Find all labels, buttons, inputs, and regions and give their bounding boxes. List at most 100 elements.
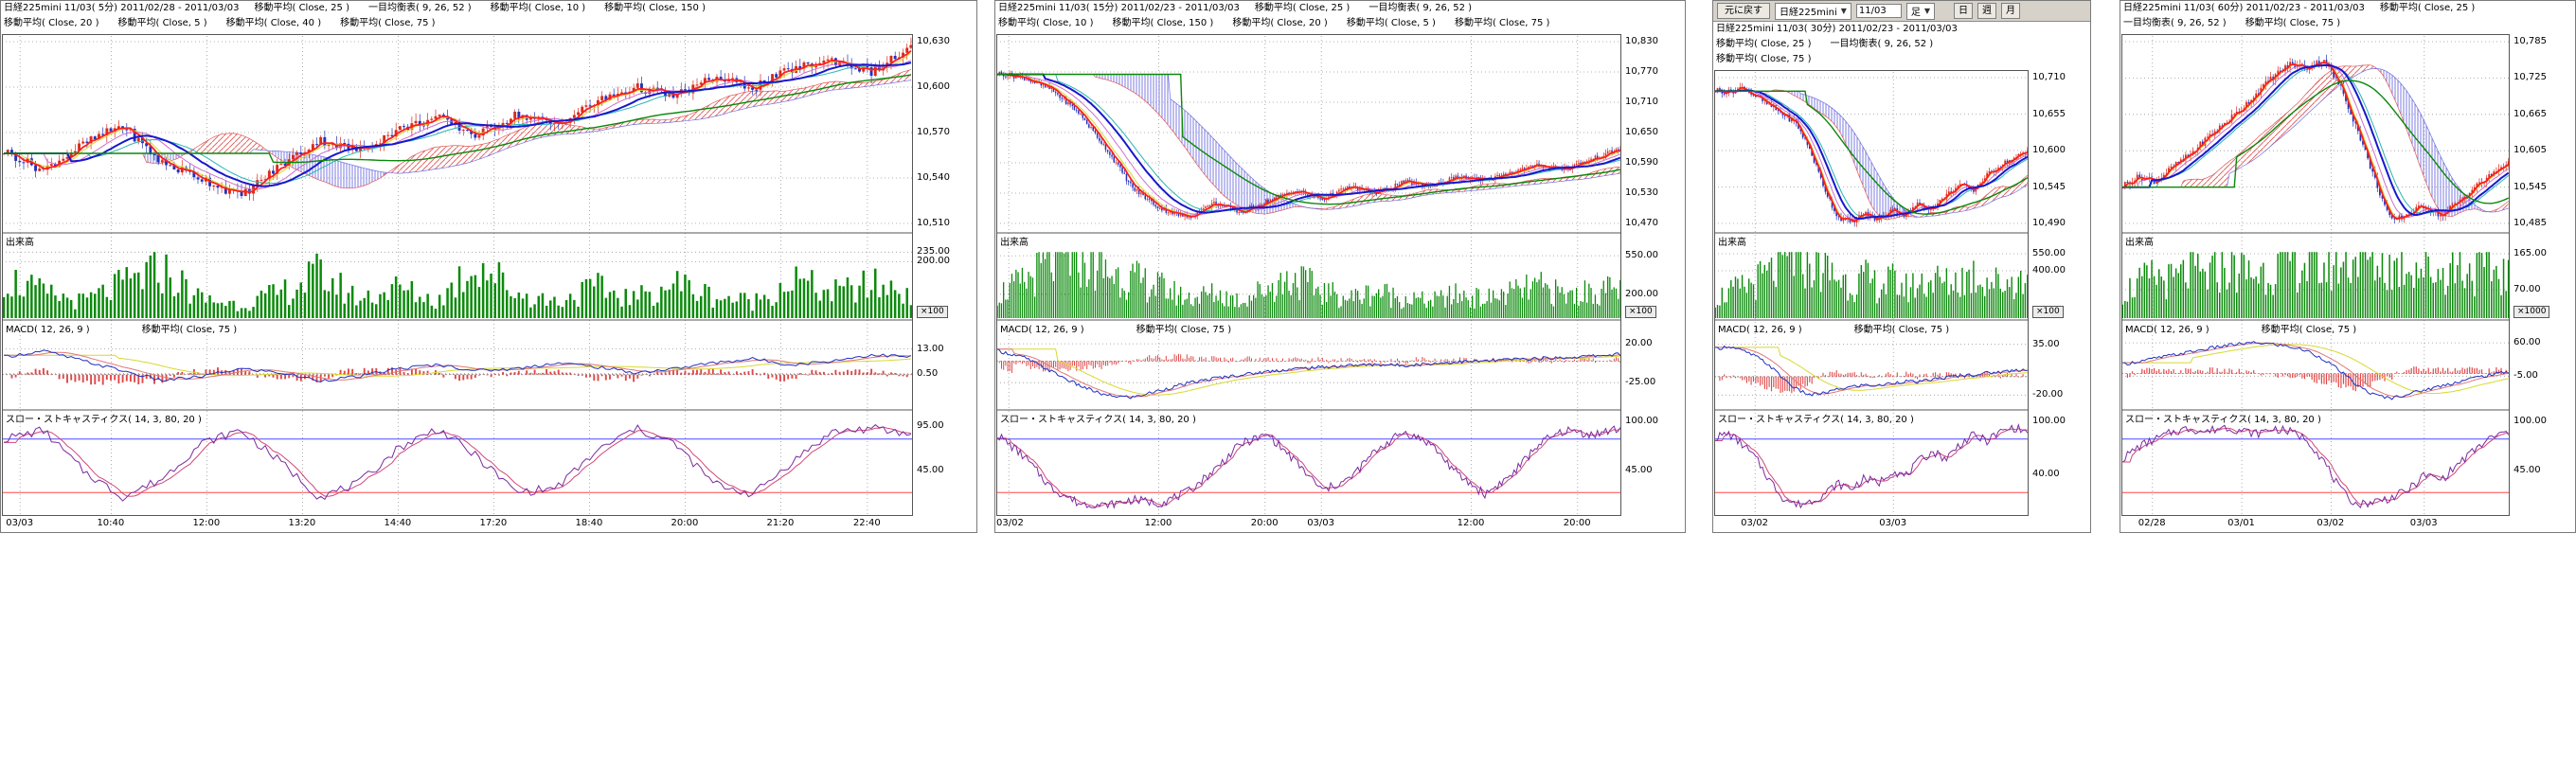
indicator-label: 移動平均( Close, 25 ): [254, 3, 349, 13]
x-axis-label: 12:00: [1457, 518, 1485, 528]
volume-axis-label: 235.00: [917, 246, 950, 258]
macd-section-label: MACD( 12, 26, 9 ): [2125, 325, 2209, 335]
chart-plot-area[interactable]: [2121, 34, 2510, 516]
x-axis-label: 22:40: [852, 518, 881, 528]
macd-section-label: MACD( 12, 26, 9 ): [1000, 325, 1084, 335]
price-axis-label: 10,530: [1625, 187, 1658, 198]
indicator-label: 移動平均( Close, 10 ): [998, 18, 1094, 28]
stoch-section-label: スロー・ストキャスティクス( 14, 3, 80, 20 ): [6, 415, 202, 425]
price-axis-label: 10,830: [1625, 36, 1658, 46]
price-axis-label: 10,650: [1625, 127, 1658, 137]
panel-header: 日経225mini 11/03( 5分) 2011/02/28 - 2011/0…: [1, 1, 976, 31]
x-axis-label: 12:00: [1144, 518, 1172, 528]
x-axis-label: 14:40: [384, 518, 412, 528]
price-axis-label: 10,590: [1625, 157, 1658, 168]
macd-axis-label: 20.00: [1625, 338, 1653, 349]
chart-canvas: [2, 34, 913, 516]
volume-section-label: 出来高: [6, 238, 34, 248]
panel-header: 日経225mini 11/03( 60分) 2011/02/23 - 2011/…: [2120, 1, 2575, 31]
stoch-axis-label: 100.00: [2513, 416, 2547, 426]
chart-canvas: [2121, 34, 2510, 516]
indicator-label: 移動平均( Close, 75 ): [340, 18, 436, 28]
indicator-label: 一目均衡表( 9, 26, 52 ): [367, 3, 472, 13]
price-axis-label: 10,470: [1625, 218, 1658, 228]
indicator-label: 移動平均( Close, 20 ): [1232, 18, 1328, 28]
chart-toolbar: 元に戻す 日経225mini ▼ 足 ▼ 日 週 月: [1713, 1, 2090, 22]
price-axis-label: 10,630: [917, 36, 950, 46]
macd-axis-label: 13.00: [917, 343, 944, 354]
chart-window-15min: 日経225mini 11/03( 15分) 2011/02/23 - 2011/…: [994, 0, 1686, 533]
stoch-axis-label: 45.00: [917, 464, 944, 475]
x-axis-label: 03/02: [1741, 518, 1768, 528]
section-label-row: スロー・ストキャスティクス( 14, 3, 80, 20 ): [1718, 411, 1914, 425]
chart-title: 日経225mini 11/03( 15分) 2011/02/23 - 2011/…: [998, 3, 1240, 13]
price-axis-label: 10,570: [917, 127, 950, 137]
x-axis-label: 03/03: [6, 518, 34, 528]
price-axis-label: 10,540: [917, 172, 950, 183]
indicator-label: 移動平均( Close, 40 ): [225, 18, 322, 28]
volume-multiplier-badge: ×100: [1625, 306, 1656, 318]
section-label-row: MACD( 12, 26, 9 ) 移動平均( Close, 75 ): [1000, 321, 1231, 335]
price-axis: 10,630 10,600 10,570 10,540 10,510 235.00 200.…: [916, 34, 976, 516]
x-axis-label: 12:00: [192, 518, 221, 528]
macd-axis-label: -25.00: [1625, 377, 1656, 388]
weekly-button[interactable]: 週: [1977, 3, 1997, 19]
stoch-axis-label: 100.00: [1625, 416, 1658, 426]
daily-button[interactable]: 日: [1954, 3, 1974, 19]
chart-plot-area[interactable]: [1714, 70, 2029, 516]
stoch-axis-label: 100.00: [2032, 416, 2066, 426]
chart-canvas: [996, 34, 1621, 516]
chart-title: 日経225mini 11/03( 60分) 2011/02/23 - 2011/…: [2123, 3, 2365, 13]
stoch-section-label: スロー・ストキャスティクス( 14, 3, 80, 20 ): [1718, 415, 1914, 425]
x-axis-label: 03/03: [1879, 518, 1907, 528]
contract-month-field[interactable]: [1855, 4, 1902, 18]
symbol-dropdown[interactable]: 日経225mini ▼: [1775, 2, 1852, 20]
chart-window-30min: 元に戻す 日経225mini ▼ 足 ▼ 日 週 月 日経225mini 11/…: [1712, 0, 2091, 533]
indicator-label: 移動平均( Close, 25 ): [2379, 3, 2476, 13]
bar-type-value: 足: [1910, 8, 1921, 18]
macd-axis-label: -5.00: [2513, 370, 2538, 382]
x-axis-label: 10:40: [97, 518, 125, 528]
chevron-down-icon: ▼: [1840, 7, 1847, 15]
macd-axis-label: 35.00: [2032, 338, 2060, 349]
volume-multiplier-badge: ×1000: [2513, 306, 2550, 318]
x-axis-label: 18:40: [575, 518, 603, 528]
stoch-axis-label: 45.00: [2513, 464, 2541, 475]
volume-axis-label: 200.00: [917, 256, 950, 267]
indicator-label: 一目均衡表( 9, 26, 52 ): [1368, 3, 1473, 13]
x-axis-label: 03/01: [2227, 518, 2255, 528]
price-axis-label: 10,665: [2513, 108, 2547, 119]
x-axis-label: 21:20: [766, 518, 795, 528]
macd-section-label: MACD( 12, 26, 9 ): [6, 325, 90, 335]
section-label-row: スロー・ストキャスティクス( 14, 3, 80, 20 ): [1000, 411, 1196, 425]
chart-plot-area[interactable]: [2, 34, 913, 516]
panel-header: 日経225mini 11/03( 30分) 2011/02/23 - 2011/…: [1713, 22, 2090, 67]
x-axis-label: 20:00: [1563, 518, 1591, 528]
section-label-row: MACD( 12, 26, 9 ) 移動平均( Close, 75 ): [2125, 321, 2356, 335]
price-axis-label: 10,605: [2513, 145, 2547, 156]
bar-type-dropdown[interactable]: 足 ▼: [1905, 2, 1936, 20]
chevron-down-icon: ▼: [1923, 7, 1931, 15]
chart-plot-area[interactable]: [996, 34, 1621, 516]
price-axis: 10,785 10,725 10,665 10,605 10,545 10,485 165.…: [2513, 34, 2575, 516]
x-axis-label: 03/02: [2317, 518, 2345, 528]
chart-window-5min: 日経225mini 11/03( 5分) 2011/02/28 - 2011/0…: [0, 0, 977, 533]
price-axis-label: 10,725: [2513, 72, 2547, 83]
macd-ma-label: 移動平均( Close, 75 ): [1136, 325, 1232, 335]
indicator-label: 移動平均( Close, 75 ): [2245, 18, 2341, 28]
chart-title: 日経225mini 11/03( 5分) 2011/02/28 - 2011/0…: [4, 3, 240, 13]
price-axis-label: 10,545: [2513, 181, 2547, 192]
indicator-label: 移動平均( Close, 10 ): [490, 3, 586, 13]
x-axis-label: 03/03: [2409, 518, 2438, 528]
volume-axis-label: 550.00: [1625, 250, 1658, 261]
macd-axis-label: 60.00: [2513, 337, 2541, 348]
restore-button[interactable]: 元に戻す: [1717, 3, 1770, 19]
x-axis-label: 20:00: [1250, 518, 1279, 528]
indicator-label: 移動平均( Close, 5 ): [1346, 18, 1436, 28]
volume-multiplier-badge: ×100: [2032, 306, 2064, 318]
price-axis-label: 10,710: [1625, 97, 1658, 107]
volume-section-label: 出来高: [1718, 238, 1746, 248]
monthly-button[interactable]: 月: [2001, 3, 2021, 19]
section-label-row: MACD( 12, 26, 9 ) 移動平均( Close, 75 ): [1718, 321, 1949, 335]
